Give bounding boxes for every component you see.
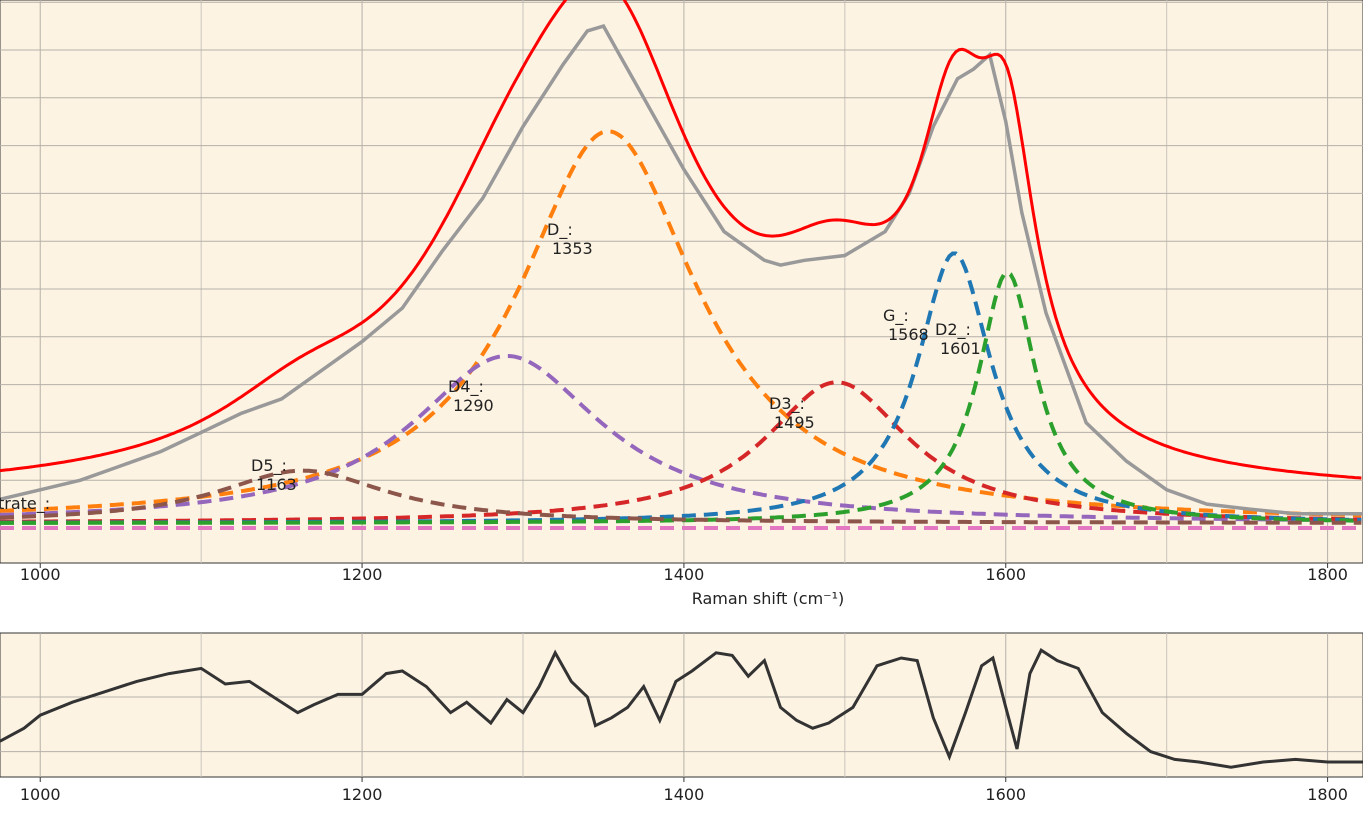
peak-value-d3: 1495 (774, 413, 815, 432)
peak-label-d5: D5_: (251, 456, 287, 476)
peak-label-d4: D4_: (448, 377, 484, 397)
residual-curves (0, 648, 1363, 769)
peak-value-g: 1568 (888, 325, 929, 344)
peak-value-d4: 1290 (453, 396, 494, 415)
residual-x-tick-labels: 1000 1200 1400 1600 1800 (20, 777, 1348, 804)
peak-label-d2: D2_: (935, 320, 971, 340)
x-tick-label: 1800 (1307, 785, 1348, 804)
x-tick-label: 1200 (342, 785, 383, 804)
fit-sum-line (0, 0, 1362, 480)
fit-plot-area (0, 0, 1363, 564)
peak-label-d: D_: (547, 220, 573, 240)
fit-x-tick-labels: 1000 1200 1400 1600 1800 (20, 563, 1348, 584)
peak-d-curve (0, 129, 1362, 518)
peak-value-d2: 1601 (940, 339, 981, 358)
x-axis-label: Raman shift (cm⁻¹) (692, 589, 845, 608)
x-tick-label: 1000 (20, 785, 61, 804)
residual-gridlines (0, 633, 1363, 777)
x-tick-label: 1400 (664, 785, 705, 804)
residual-line (0, 648, 1363, 769)
residual-plot-area (0, 632, 1363, 778)
peak-value-d: 1353 (552, 239, 593, 258)
x-tick-label: 1800 (1307, 565, 1348, 584)
fit-curves (0, 0, 1363, 530)
measured-spectrum-line (0, 24, 1363, 516)
peak-labels: D_:1353 D4_:1290 D3_:1495 G_:1568 D2_:1601 D5… (0, 220, 981, 514)
x-tick-label: 1200 (342, 565, 383, 584)
x-tick-label: 1400 (664, 565, 705, 584)
fit-panel: D_:1353 D4_:1290 D3_:1495 G_:1568 D2_:1601 D5… (0, 0, 1363, 608)
peak-d4-curve (0, 354, 1362, 523)
peak-label-d3: D3_: (769, 394, 805, 414)
peak-d2-curve (0, 269, 1362, 525)
peak-d5-curve (0, 468, 1362, 525)
x-tick-label: 1600 (985, 785, 1026, 804)
peak-label-g: G_: (883, 306, 909, 326)
residual-panel: 1000 1200 1400 1600 1800 (0, 632, 1363, 804)
x-tick-label: 1000 (20, 565, 61, 584)
peak-value-d5: 1163 (256, 475, 297, 494)
peak-label-substrate: trate_: (0, 494, 50, 514)
x-tick-label: 1600 (985, 565, 1026, 584)
fit-gridlines (0, 0, 1363, 563)
